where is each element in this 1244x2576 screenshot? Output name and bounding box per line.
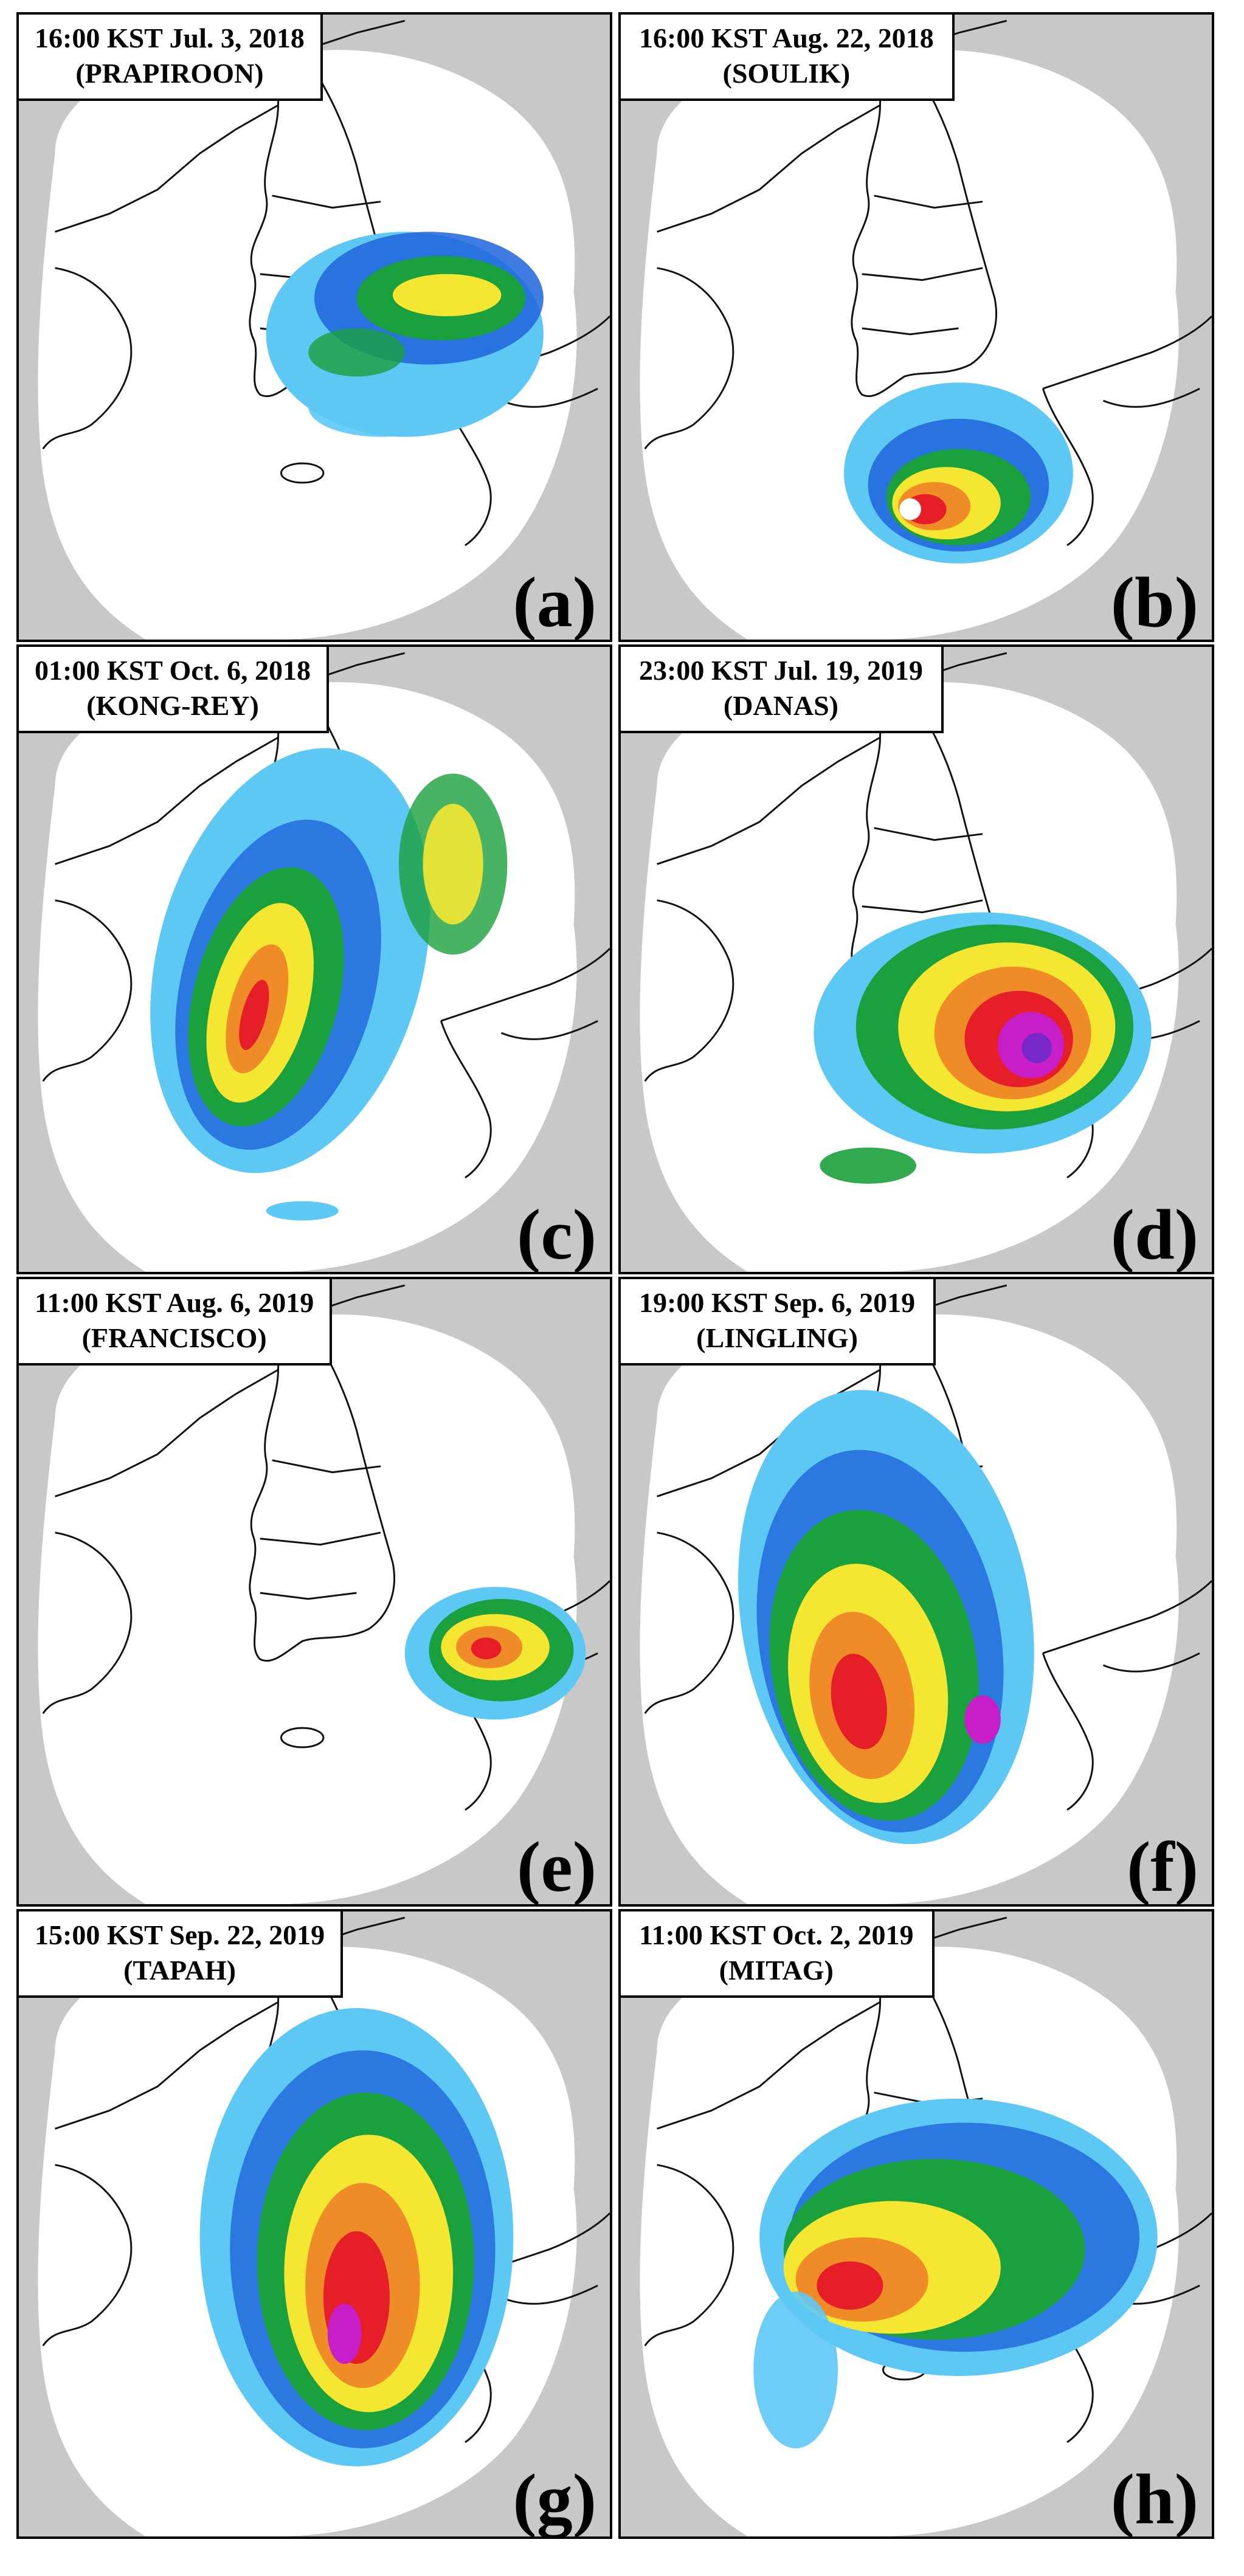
echo-pattern-g — [199, 2008, 514, 2467]
panel-title-e: 11:00 KST Aug. 6, 2019 (FRANCISCO) — [19, 1279, 333, 1366]
radar-map-a — [19, 15, 610, 640]
echo-pattern-b — [843, 382, 1073, 564]
echo-pattern-d — [814, 912, 1152, 1184]
panel-label-b: (b) — [1110, 562, 1198, 642]
echo-pattern-c — [150, 748, 508, 1221]
radar-map-f — [621, 1279, 1212, 1904]
panel-label-c: (c) — [517, 1195, 596, 1274]
panel-storm-h: (MITAG) — [719, 1955, 834, 1986]
panel-storm-c: (KONG-REY) — [86, 690, 259, 721]
panel-title-g: 15:00 KST Sep. 22, 2019 (TAPAH) — [19, 1911, 344, 1998]
panel-time-d: 23:00 KST Jul. 19, 2019 — [639, 655, 923, 686]
panel-label-f: (f) — [1127, 1827, 1198, 1907]
panel-title-d: 23:00 KST Jul. 19, 2019 (DANAS) — [621, 647, 944, 733]
echo-pattern-h — [753, 2098, 1158, 2448]
panel-h: 11:00 KST Oct. 2, 2019 (MITAG) (h) — [618, 1909, 1214, 2539]
panel-title-a: 16:00 KST Jul. 3, 2018 (PRAPIROON) — [19, 15, 323, 101]
panel-label-e: (e) — [517, 1827, 596, 1907]
panel-time-h: 11:00 KST Oct. 2, 2019 — [639, 1919, 914, 1950]
panel-storm-f: (LINGLING) — [696, 1322, 858, 1353]
panel-storm-b: (SOULIK) — [722, 58, 851, 89]
panel-title-f: 19:00 KST Sep. 6, 2019 (LINGLING) — [621, 1279, 936, 1366]
panel-time-e: 11:00 KST Aug. 6, 2019 — [35, 1287, 314, 1318]
radar-map-c — [19, 647, 610, 1272]
radar-map-d — [621, 647, 1212, 1272]
panel-title-h: 11:00 KST Oct. 2, 2019 (MITAG) — [621, 1911, 935, 1998]
panel-storm-a: (PRAPIROON) — [75, 58, 264, 89]
radar-map-h — [621, 1911, 1212, 2536]
panel-time-b: 16:00 KST Aug. 22, 2018 — [639, 22, 934, 54]
panel-time-c: 01:00 KST Oct. 6, 2018 — [35, 655, 311, 686]
panel-storm-g: (TAPAH) — [123, 1955, 236, 1986]
radar-map-g — [19, 1911, 610, 2536]
radar-map-b — [621, 15, 1212, 640]
panel-b: 16:00 KST Aug. 22, 2018 (SOULIK) (b) — [618, 12, 1214, 642]
radar-map-e — [19, 1279, 610, 1904]
panel-storm-e: (FRANCISCO) — [81, 1322, 267, 1353]
panel-time-a: 16:00 KST Jul. 3, 2018 — [35, 22, 305, 54]
panel-time-g: 15:00 KST Sep. 22, 2019 — [35, 1919, 325, 1950]
panel-a: 16:00 KST Jul. 3, 2018 (PRAPIROON) (a) — [16, 12, 612, 642]
radar-figure-grid: 16:00 KST Jul. 3, 2018 (PRAPIROON) (a) 1… — [16, 12, 1228, 2564]
panel-title-b: 16:00 KST Aug. 22, 2018 (SOULIK) — [621, 15, 955, 101]
echo-pattern-e — [404, 1587, 586, 1720]
echo-pattern-a — [266, 232, 544, 437]
panel-title-c: 01:00 KST Oct. 6, 2018 (KONG-REY) — [19, 647, 330, 733]
panel-time-f: 19:00 KST Sep. 6, 2019 — [639, 1287, 916, 1318]
panel-label-a: (a) — [513, 562, 596, 642]
panel-e: 11:00 KST Aug. 6, 2019 (FRANCISCO) (e) — [16, 1277, 612, 1907]
panel-label-h: (h) — [1110, 2459, 1198, 2539]
echo-pattern-f — [738, 1390, 1034, 1845]
panel-label-d: (d) — [1110, 1195, 1198, 1274]
panel-c: 01:00 KST Oct. 6, 2018 (KONG-REY) (c) — [16, 644, 612, 1274]
panel-label-g: (g) — [513, 2459, 596, 2539]
panel-g: 15:00 KST Sep. 22, 2019 (TAPAH) (g) — [16, 1909, 612, 2539]
panel-storm-d: (DANAS) — [723, 690, 838, 721]
panel-d: 23:00 KST Jul. 19, 2019 (DANAS) (d) — [618, 644, 1214, 1274]
panel-f: 19:00 KST Sep. 6, 2019 (LINGLING) (f) — [618, 1277, 1214, 1907]
